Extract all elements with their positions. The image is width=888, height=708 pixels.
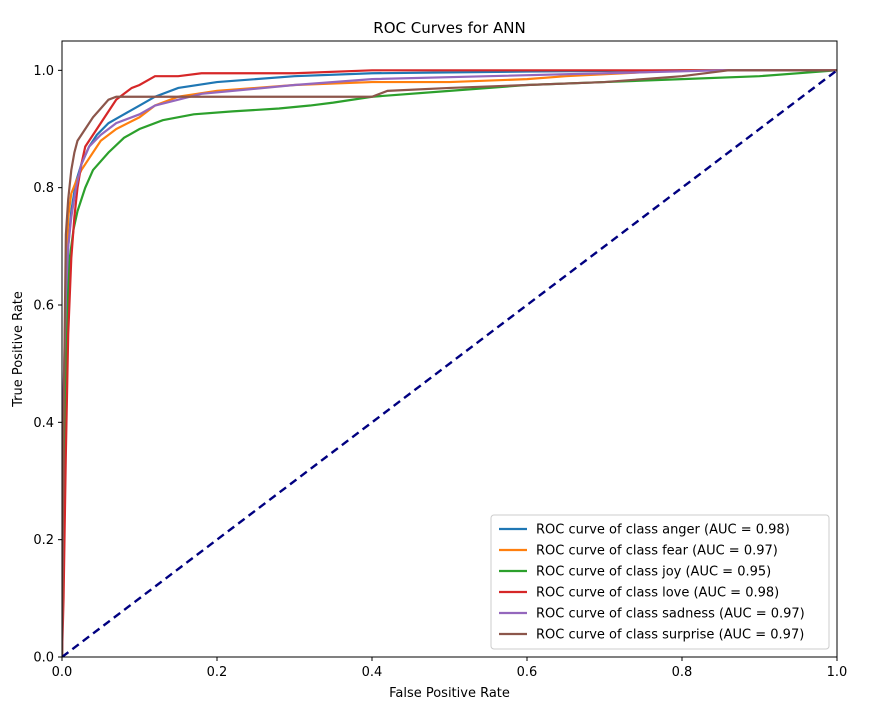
y-tick-label-5: 1.0 xyxy=(33,64,54,79)
legend-label-2: ROC curve of class joy (AUC = 0.95) xyxy=(536,565,771,580)
series-line-4 xyxy=(62,69,837,657)
legend-label-4: ROC curve of class sadness (AUC = 0.97) xyxy=(536,607,805,622)
y-tick-label-1: 0.2 xyxy=(33,533,54,548)
y-tick-label-2: 0.4 xyxy=(33,416,54,431)
x-tick-label-5: 1.0 xyxy=(827,665,848,680)
x-tick-label-0: 0.0 xyxy=(52,665,73,680)
y-tick-label-3: 0.6 xyxy=(33,299,54,314)
y-tick-label-4: 0.8 xyxy=(33,181,54,196)
y-tick-label-0: 0.0 xyxy=(33,651,54,666)
series-group xyxy=(62,69,837,657)
legend: ROC curve of class anger (AUC = 0.98) ROC… xyxy=(490,514,830,650)
axes-frame xyxy=(61,40,838,658)
chart-title: ROC Curves for ANN xyxy=(373,19,525,37)
plot-area: 0.0 0.2 0.4 0.6 0.8 1.0 0.0 0.2 0.4 0.6 0.8 1.0 ROC … xyxy=(33,40,848,680)
legend-frame xyxy=(490,514,830,650)
legend-label-3: ROC curve of class love (AUC = 0.98) xyxy=(536,586,779,601)
x-tick-label-3: 0.6 xyxy=(517,665,538,680)
x-axis-label: False Positive Rate xyxy=(389,686,510,701)
series-line-3 xyxy=(62,69,837,657)
legend-label-0: ROC curve of class anger (AUC = 0.98) xyxy=(536,523,790,538)
x-tick-label-1: 0.2 xyxy=(207,665,228,680)
x-tick-label-4: 0.8 xyxy=(672,665,693,680)
legend-label-1: ROC curve of class fear (AUC = 0.97) xyxy=(536,544,778,559)
reference-diagonal-line xyxy=(62,69,837,657)
y-axis-label: True Positive Rate xyxy=(11,291,26,408)
series-line-5 xyxy=(62,69,837,657)
legend-label-5: ROC curve of class surprise (AUC = 0.97) xyxy=(536,628,804,643)
series-line-1 xyxy=(62,69,837,657)
x-tick-label-2: 0.4 xyxy=(362,665,383,680)
